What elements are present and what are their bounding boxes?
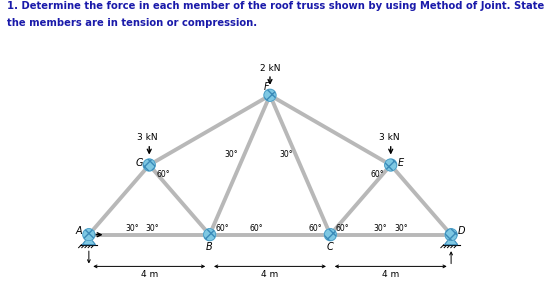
Text: 30°: 30°: [280, 150, 293, 159]
Text: 1. Determine the force in each member of the roof truss shown by using Method of: 1. Determine the force in each member of…: [7, 1, 546, 11]
Text: 60°: 60°: [156, 170, 170, 179]
Polygon shape: [82, 236, 96, 245]
Text: 30°: 30°: [373, 224, 387, 233]
Text: 60°: 60°: [308, 224, 322, 233]
Text: 4 m: 4 m: [382, 270, 399, 279]
Text: 3 kN: 3 kN: [138, 133, 158, 142]
Circle shape: [143, 159, 155, 171]
Text: A: A: [76, 226, 82, 236]
Text: D: D: [458, 226, 465, 236]
Text: 30°: 30°: [394, 224, 408, 233]
Polygon shape: [444, 236, 458, 245]
Circle shape: [385, 159, 397, 171]
Text: B: B: [206, 242, 213, 252]
Circle shape: [324, 229, 336, 241]
Text: 30°: 30°: [145, 224, 159, 233]
Circle shape: [204, 229, 216, 241]
Circle shape: [83, 229, 95, 241]
Text: 60°: 60°: [250, 224, 263, 233]
Text: 3 kN: 3 kN: [379, 133, 400, 142]
Text: the members are in tension or compression.: the members are in tension or compressio…: [7, 18, 257, 28]
Text: 2 kN: 2 kN: [260, 64, 280, 73]
Text: 30°: 30°: [126, 224, 139, 233]
Text: 60°: 60°: [216, 224, 229, 233]
Text: 4 m: 4 m: [262, 270, 278, 279]
Text: 60°: 60°: [336, 224, 349, 233]
Text: E: E: [397, 158, 403, 168]
Text: G: G: [136, 158, 143, 168]
Text: 30°: 30°: [224, 150, 238, 159]
Text: C: C: [327, 242, 334, 252]
Circle shape: [445, 229, 457, 241]
Circle shape: [264, 89, 276, 101]
Text: 4 m: 4 m: [141, 270, 158, 279]
Text: 60°: 60°: [370, 170, 384, 179]
Text: F: F: [264, 82, 270, 92]
